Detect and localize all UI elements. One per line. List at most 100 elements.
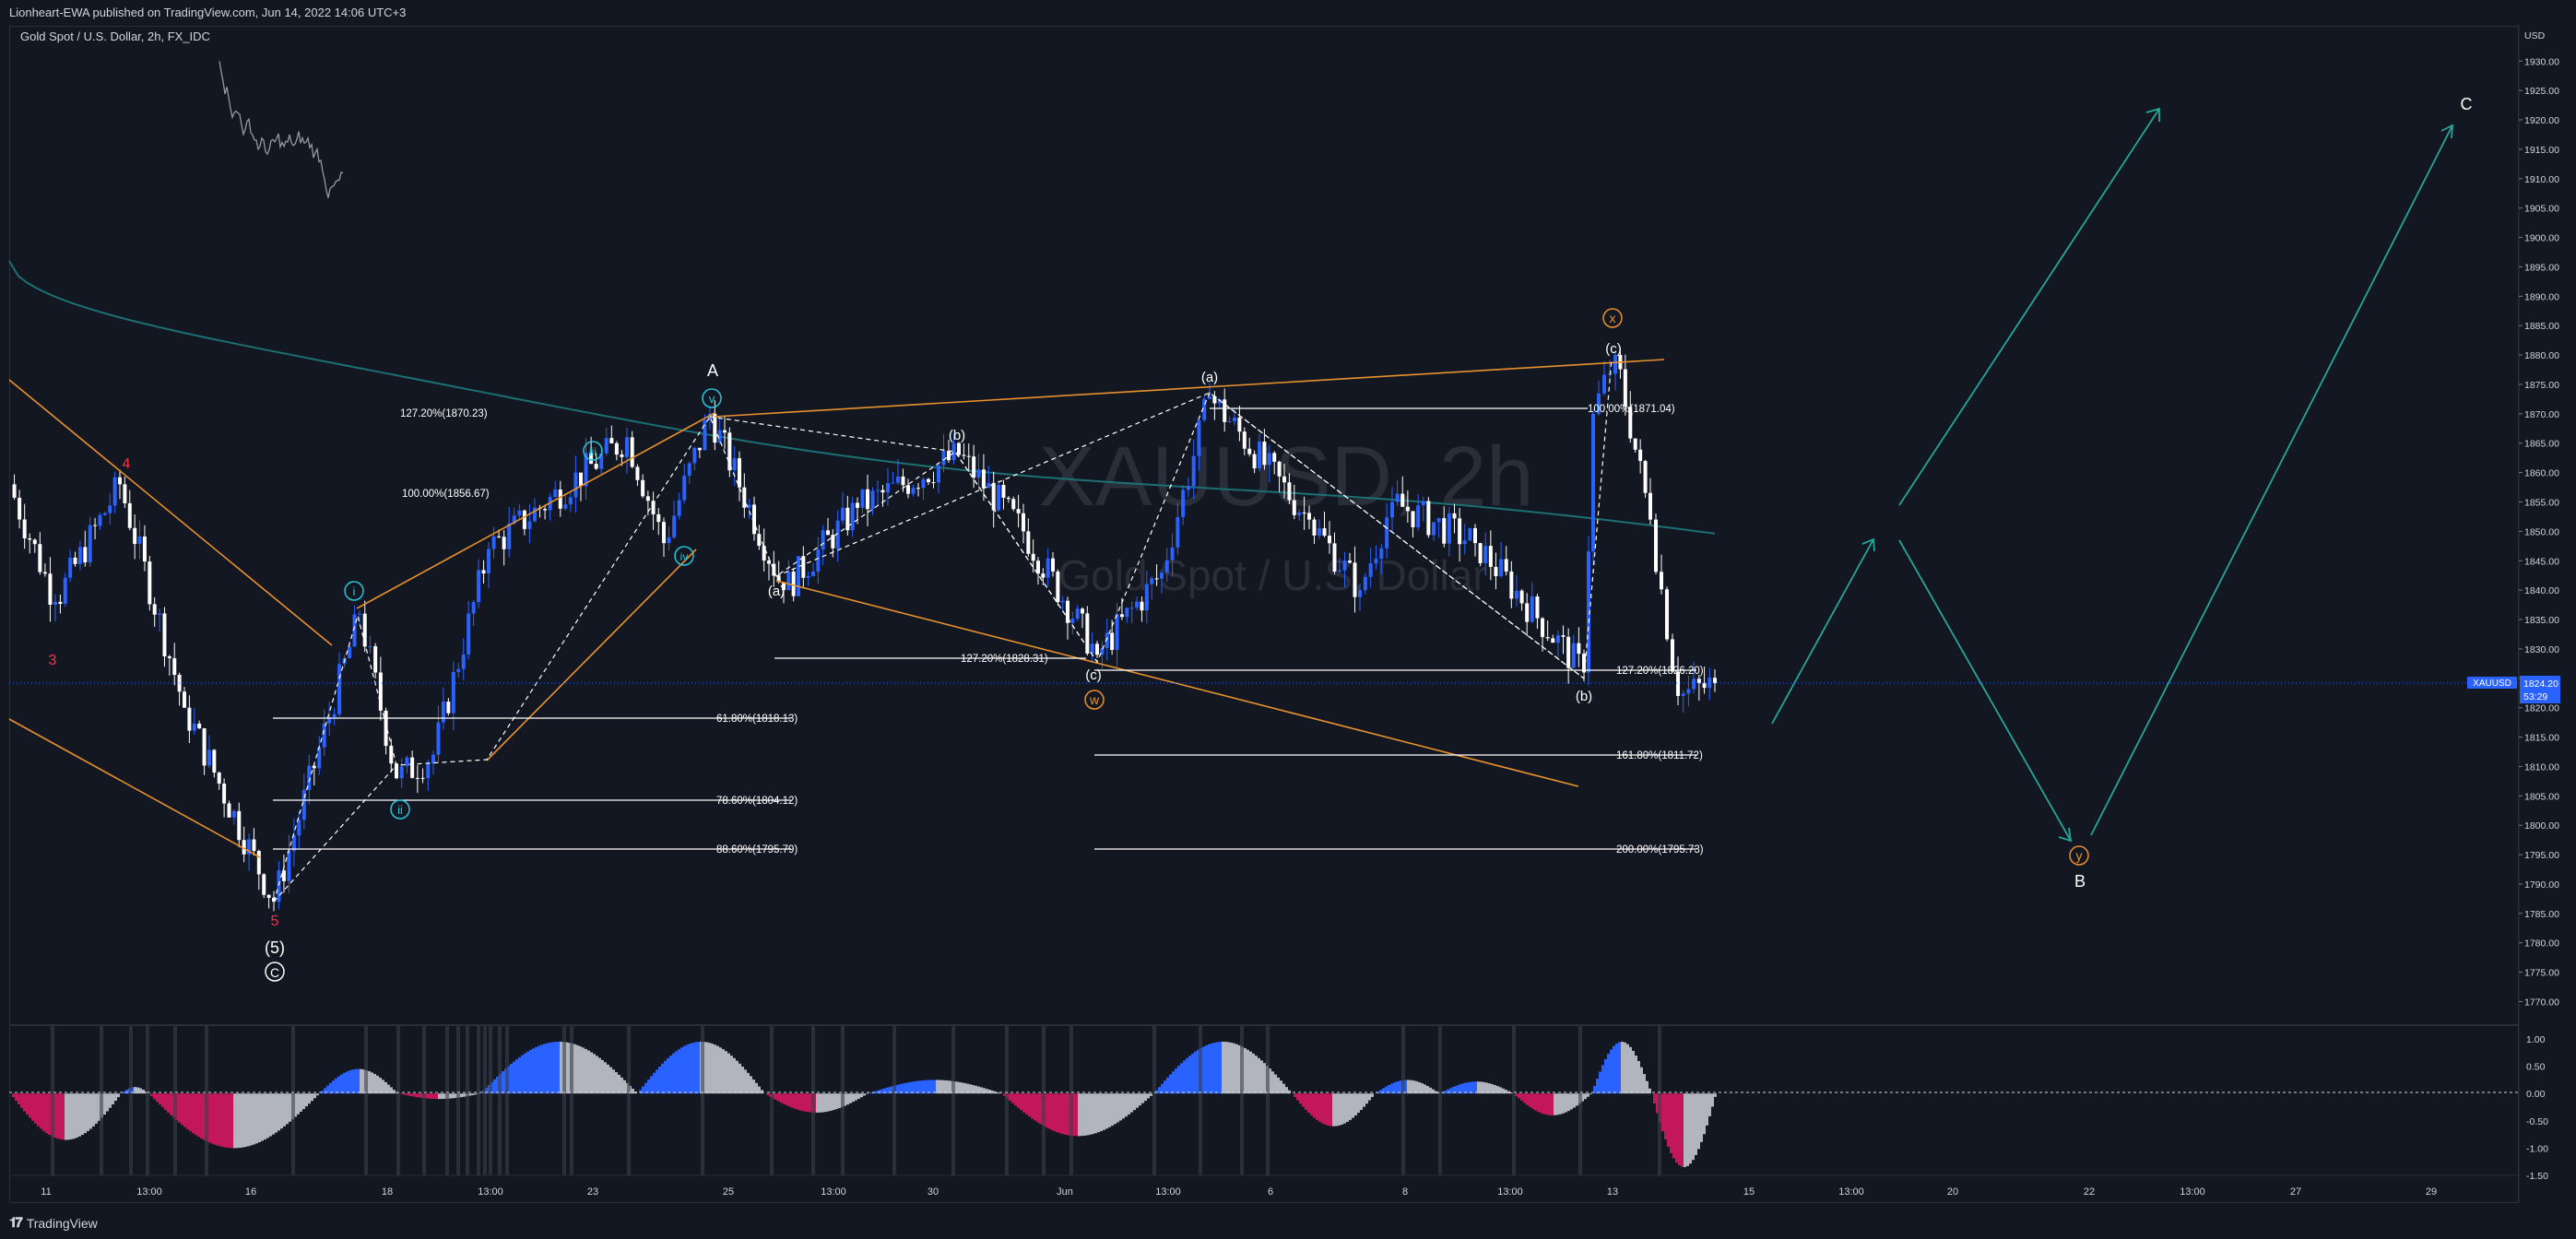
oscillator-bar bbox=[1526, 1093, 1529, 1105]
candle-body bbox=[1571, 643, 1576, 668]
oscillator-bar bbox=[200, 1093, 203, 1139]
oscillator-bar bbox=[1177, 1066, 1180, 1094]
oscillator-bar bbox=[329, 1082, 332, 1094]
projection-leg-3[interactable] bbox=[1898, 539, 2072, 842]
channel-line-top[interactable] bbox=[714, 359, 1665, 418]
oscillator-bar bbox=[1288, 1090, 1291, 1094]
oscillator-bar bbox=[783, 1093, 786, 1104]
oscillator-bar bbox=[67, 1093, 70, 1140]
oscillator-bar bbox=[332, 1080, 335, 1094]
oscillator-bar bbox=[351, 1069, 354, 1094]
oscillator-bar bbox=[797, 1093, 799, 1110]
oscillator-bar bbox=[587, 1050, 590, 1094]
oscillator-bar bbox=[1258, 1057, 1260, 1094]
wave-label-c-2: (c) bbox=[1605, 341, 1622, 357]
oscillator-bar bbox=[928, 1080, 930, 1094]
oscillator-bar bbox=[136, 1087, 139, 1094]
oscillator-bar bbox=[543, 1044, 546, 1094]
oscillator-bar bbox=[283, 1093, 286, 1127]
candle-body bbox=[957, 442, 961, 455]
oscillator-bar bbox=[1496, 1086, 1499, 1094]
oscillator-bar bbox=[1505, 1090, 1507, 1094]
candle-body bbox=[1170, 547, 1175, 560]
price-tick-label: 1860.00 bbox=[2524, 468, 2559, 479]
candle-body bbox=[584, 453, 588, 487]
oscillator-bar bbox=[1244, 1047, 1247, 1094]
oscillator-bar bbox=[438, 1093, 441, 1100]
wave-label-v: v bbox=[709, 392, 715, 406]
oscillator-bar bbox=[1637, 1060, 1640, 1094]
channel-line-lower-left[interactable] bbox=[8, 718, 261, 858]
candle-body bbox=[1150, 578, 1154, 584]
oscillator-bar bbox=[1100, 1093, 1103, 1132]
session-separator bbox=[770, 1026, 774, 1175]
oscillator-bar bbox=[214, 1093, 217, 1145]
candle-body bbox=[142, 537, 147, 562]
time-axis[interactable]: 11 13:00 16 18 13:00 23 25 13:00 30 Jun 13:00 6 8 13:… bbox=[41, 1186, 2437, 1198]
projection-leg-2[interactable] bbox=[1898, 108, 2160, 506]
price-axis[interactable]: USD 1930.00 1925.00 1920.00 1915.00 1910.00 1… bbox=[2518, 26, 2559, 1203]
candle-body bbox=[491, 536, 496, 549]
oscillator-bar bbox=[1621, 1041, 1624, 1094]
oscillator-bar bbox=[1460, 1083, 1463, 1094]
channel-line-bottom[interactable] bbox=[775, 580, 1579, 787]
oscillator-bar bbox=[1412, 1080, 1415, 1094]
price-tick-label: 1780.00 bbox=[2524, 938, 2559, 950]
channel-line-upper-left[interactable] bbox=[8, 379, 333, 646]
price-tick-label: 1920.00 bbox=[2524, 115, 2559, 126]
candle-body bbox=[1494, 566, 1498, 576]
oscillator-bar bbox=[725, 1051, 727, 1094]
projection-leg-4[interactable] bbox=[2090, 124, 2453, 836]
oscillator-bar bbox=[593, 1054, 596, 1094]
price-tick-label: 1800.00 bbox=[2524, 820, 2559, 832]
candle-body bbox=[1713, 678, 1717, 683]
wave-structure-lines[interactable] bbox=[273, 359, 1613, 903]
oscillator-bar bbox=[502, 1071, 504, 1094]
oscillator-histogram[interactable] bbox=[12, 1026, 1717, 1175]
oscillator-bar bbox=[1545, 1093, 1548, 1115]
candle-body bbox=[1374, 559, 1378, 564]
channel-line-impulse-lower[interactable] bbox=[486, 549, 697, 761]
fib-level-lines[interactable] bbox=[273, 407, 1696, 850]
oscillator-bar bbox=[1426, 1086, 1429, 1094]
oscillator-bar bbox=[1510, 1092, 1513, 1094]
wave-label-iii: iii bbox=[589, 445, 597, 458]
candle-body bbox=[543, 509, 548, 511]
oscillator-bar bbox=[991, 1091, 994, 1094]
time-tick-label: 13:00 bbox=[1155, 1186, 1181, 1198]
price-tick-label: 1930.00 bbox=[2524, 56, 2559, 67]
candle-body bbox=[1233, 417, 1236, 421]
oscillator-bar bbox=[242, 1093, 244, 1148]
last-price-badge[interactable]: XAUUSD 1824.20 53:29 bbox=[2467, 676, 2560, 703]
oscillator-bar bbox=[1130, 1093, 1133, 1113]
oscillator-bar bbox=[1537, 1093, 1540, 1113]
candle-body bbox=[287, 851, 291, 881]
oscillator-bar bbox=[1593, 1086, 1596, 1094]
oscillator-bar bbox=[1227, 1042, 1230, 1094]
candle-body bbox=[1613, 355, 1617, 374]
channel-line-impulse-upper[interactable] bbox=[356, 412, 715, 609]
candle-body bbox=[767, 560, 771, 564]
candle-body bbox=[277, 870, 281, 903]
candle-body bbox=[1282, 476, 1286, 483]
candle-body bbox=[1197, 419, 1201, 456]
candle-body bbox=[1462, 540, 1467, 545]
footer-brand[interactable]: 𝟏𝟕 TradingView bbox=[9, 1215, 98, 1231]
oscillator-bar bbox=[1158, 1087, 1161, 1094]
wave-label-3: 3 bbox=[49, 653, 57, 668]
oscillator-bar bbox=[897, 1084, 900, 1094]
oscillator-bar bbox=[1022, 1093, 1025, 1113]
projection-leg-1[interactable] bbox=[1771, 538, 1874, 725]
wave-channels[interactable] bbox=[8, 359, 1665, 858]
oscillator-bar bbox=[337, 1076, 340, 1094]
candle-body bbox=[28, 537, 32, 540]
candle-body bbox=[786, 572, 791, 591]
price-tick-label: 1870.00 bbox=[2524, 409, 2559, 420]
symbol-title[interactable]: Gold Spot / U.S. Dollar, 2h, FX_IDC bbox=[20, 30, 210, 43]
candle-body bbox=[42, 572, 47, 574]
time-tick-label: 20 bbox=[1947, 1186, 1958, 1198]
oscillator-bar bbox=[493, 1079, 496, 1094]
oscillator-axis[interactable]: 1.00 0.50 0.00 -0.50 -1.00 -1.50 bbox=[2526, 1034, 2548, 1182]
wave-projection[interactable] bbox=[1771, 107, 2454, 843]
